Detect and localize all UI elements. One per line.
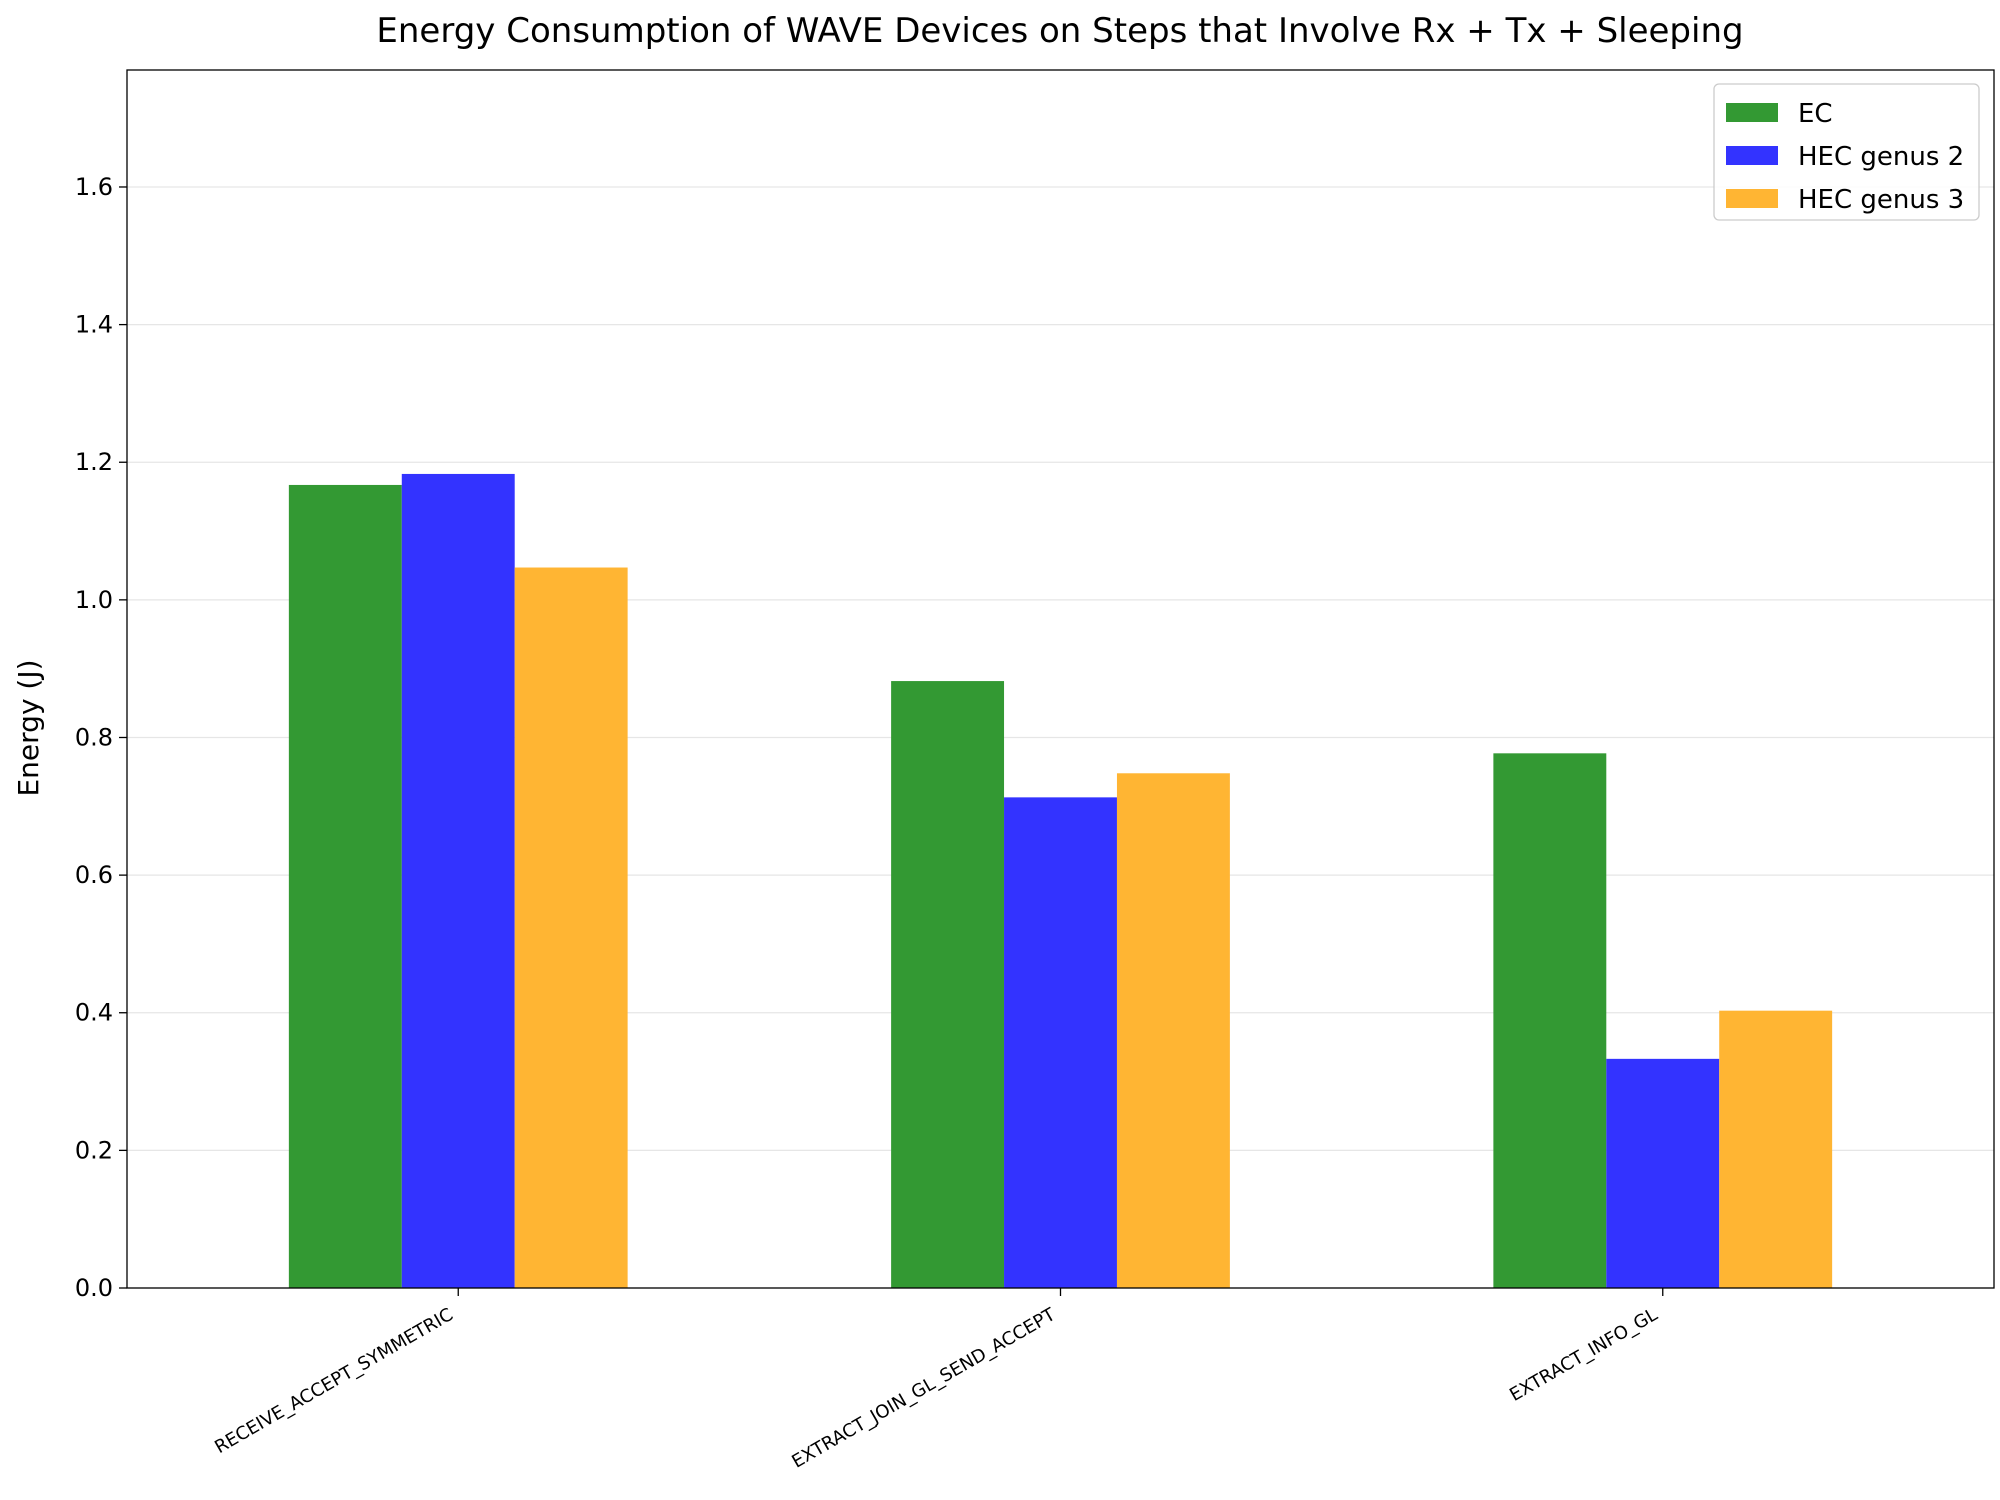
bar-hec-genus-2-0 [401, 473, 515, 1288]
bar-ec-1 [891, 681, 1005, 1288]
y-tick-label: 1.4 [75, 311, 113, 339]
bar-ec-0 [288, 484, 402, 1288]
chart-title: Energy Consumption of WAVE Devices on St… [376, 11, 1743, 51]
legend-label: EC [1798, 99, 1833, 129]
legend-swatch [1726, 146, 1778, 165]
legend-frame [1713, 83, 1980, 221]
bars [288, 473, 1833, 1288]
legend-swatch [1726, 103, 1778, 122]
legend-label: HEC genus 2 [1798, 142, 1964, 172]
y-tick-label: 1.6 [75, 173, 113, 201]
bar-hec-genus-3-0 [514, 567, 628, 1288]
y-axis-label: Energy (J) [12, 659, 45, 796]
bar-hec-genus-3-1 [1116, 773, 1230, 1288]
y-tick-label: 1.0 [75, 586, 113, 614]
y-tick-label: 0.8 [75, 723, 113, 751]
x-tick-label: EXTRACT_INFO_GL [1506, 1304, 1661, 1406]
bar-hec-genus-2-1 [1004, 797, 1117, 1288]
legend-swatch [1726, 189, 1778, 208]
bar-hec-genus-3-2 [1719, 1010, 1833, 1288]
x-tick-label: RECEIVE_ACCEPT_SYMMETRIC [211, 1304, 457, 1458]
y-tick-label: 0.4 [75, 999, 113, 1027]
legend: EC HEC genus 2 HEC genus 3 [1713, 83, 1980, 221]
legend-label: HEC genus 3 [1798, 185, 1964, 215]
bar-hec-genus-2-2 [1606, 1058, 1720, 1288]
y-tick-label: 1.2 [75, 448, 113, 476]
y-tick-label: 0.6 [75, 861, 113, 889]
y-tick-label: 0.2 [75, 1136, 113, 1164]
y-tick-label: 0.0 [75, 1274, 113, 1302]
x-tick-label: EXTRACT_JOIN_GL_SEND_ACCEPT [788, 1304, 1060, 1473]
bar-ec-2 [1493, 753, 1607, 1288]
